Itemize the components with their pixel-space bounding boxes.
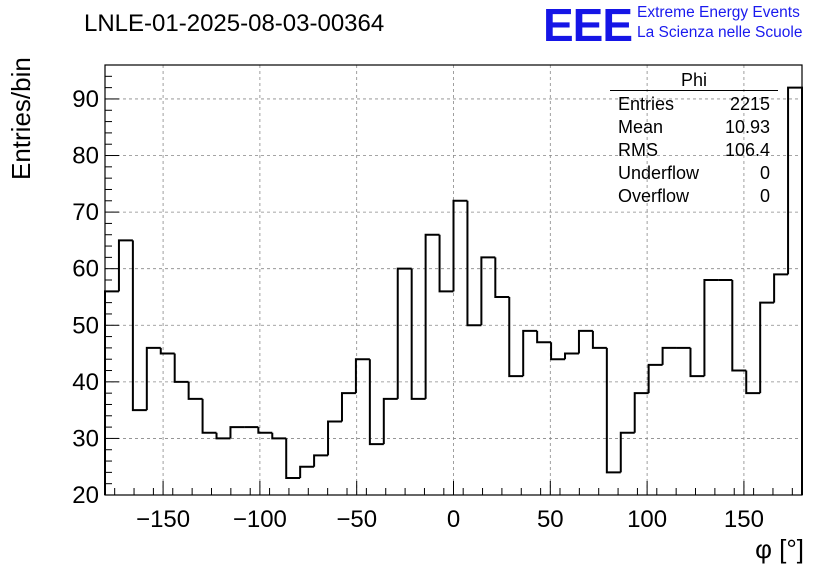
histogram-bin bbox=[201, 398, 217, 434]
histogram-bin bbox=[327, 420, 342, 456]
y-tick-label: 50 bbox=[72, 312, 99, 339]
x-tick-label: 50 bbox=[537, 506, 564, 533]
stats-label: Mean bbox=[618, 117, 664, 137]
histogram-bin bbox=[591, 330, 607, 349]
chart-title: LNLE-01-2025-08-03-00364 bbox=[84, 10, 385, 37]
stats-box: Phi Entries 2215 Mean 10.93 RMS 106.4 Un… bbox=[610, 70, 778, 208]
logo-line-2: La Scienza nelle Scuole bbox=[637, 24, 803, 41]
y-tick-label: 20 bbox=[72, 482, 99, 509]
histogram-bin bbox=[173, 353, 189, 383]
x-axis-label: φ [°] bbox=[755, 534, 804, 564]
histogram-bin bbox=[577, 329, 593, 354]
histogram-bin bbox=[396, 267, 412, 399]
histogram-bin bbox=[117, 239, 133, 292]
axis-ticks bbox=[105, 75, 793, 496]
histogram-bin bbox=[661, 346, 677, 365]
histogram-bin bbox=[522, 329, 538, 377]
histogram-bin bbox=[438, 234, 454, 293]
logo-line-1: Extreme Energy Events bbox=[637, 4, 800, 21]
stats-label: Underflow bbox=[618, 163, 700, 183]
stats-row-entries: Entries 2215 bbox=[610, 93, 778, 116]
histogram-bin bbox=[313, 454, 329, 467]
stats-row-mean: Mean 10.93 bbox=[610, 116, 778, 139]
y-tick-label: 30 bbox=[72, 425, 99, 452]
stats-value: 10.93 bbox=[724, 117, 770, 137]
stats-label: Entries bbox=[618, 94, 675, 114]
histogram-bin bbox=[745, 370, 761, 395]
stats-row-rms: RMS 106.4 bbox=[610, 139, 778, 162]
histogram-bin bbox=[424, 233, 440, 399]
histogram-bin bbox=[759, 301, 775, 394]
histogram-bin bbox=[229, 426, 245, 439]
histogram-bin bbox=[271, 432, 287, 440]
stats-row-underflow: Underflow 0 bbox=[610, 162, 778, 185]
histogram-bin bbox=[215, 432, 231, 440]
y-tick-label: 70 bbox=[72, 199, 99, 226]
stats-value: 106.4 bbox=[724, 140, 770, 160]
stats-value: 2215 bbox=[729, 94, 770, 114]
histogram-bin bbox=[466, 200, 482, 327]
x-tick-label: 150 bbox=[724, 506, 764, 533]
histogram-bin bbox=[703, 279, 719, 377]
histogram-bin bbox=[494, 257, 510, 298]
histogram-bin bbox=[689, 347, 705, 378]
y-tick-label: 80 bbox=[72, 143, 99, 170]
histogram-bin bbox=[354, 358, 370, 394]
x-tick-label: −150 bbox=[136, 506, 190, 533]
histogram-bin bbox=[382, 397, 398, 445]
x-tick-label: −50 bbox=[336, 506, 377, 533]
stats-value: 0 bbox=[759, 186, 770, 206]
x-tick-label: 100 bbox=[627, 506, 667, 533]
stats-label: Overflow bbox=[618, 186, 690, 206]
stats-row-overflow: Overflow 0 bbox=[610, 185, 778, 208]
histogram-bin bbox=[452, 199, 468, 292]
histogram-bin bbox=[605, 347, 621, 474]
histogram-bin bbox=[633, 392, 649, 433]
stats-value: 0 bbox=[759, 163, 770, 183]
eee-logo: EEE bbox=[543, 0, 633, 51]
histogram-bin bbox=[647, 363, 663, 394]
histogram-bin bbox=[340, 392, 356, 422]
histogram-bin bbox=[299, 465, 315, 479]
histogram-bin bbox=[550, 342, 566, 361]
histogram-bin bbox=[536, 330, 552, 344]
histogram-bin bbox=[410, 268, 426, 400]
y-axis-label: Entries/bin bbox=[6, 57, 36, 180]
histogram-bin bbox=[368, 359, 384, 446]
histogram-bin bbox=[187, 381, 203, 400]
y-tick-label: 40 bbox=[72, 369, 99, 396]
y-tick-label: 60 bbox=[72, 256, 99, 283]
histogram-bin bbox=[159, 347, 175, 355]
histogram-bin bbox=[508, 296, 524, 378]
histogram-bin bbox=[619, 431, 635, 473]
x-tick-label: 0 bbox=[447, 506, 460, 533]
histogram-bin bbox=[145, 346, 161, 411]
stats-title: Phi bbox=[610, 70, 778, 91]
stats-label: RMS bbox=[618, 140, 658, 160]
histogram-bin bbox=[257, 427, 273, 434]
histogram-bin bbox=[773, 273, 789, 303]
histogram-bin bbox=[480, 256, 496, 326]
histogram-bin bbox=[564, 352, 579, 360]
x-tick-label: −100 bbox=[233, 506, 287, 533]
histogram-bin bbox=[131, 240, 147, 412]
axis-tick-labels: 20 30 40 50 60 70 80 90 −150 −100 −50 0 50 100 150 bbox=[72, 86, 764, 533]
histogram-bin bbox=[285, 438, 301, 480]
histogram-bin bbox=[787, 86, 803, 495]
histogram-bin bbox=[731, 280, 747, 372]
y-tick-label: 90 bbox=[72, 86, 99, 113]
